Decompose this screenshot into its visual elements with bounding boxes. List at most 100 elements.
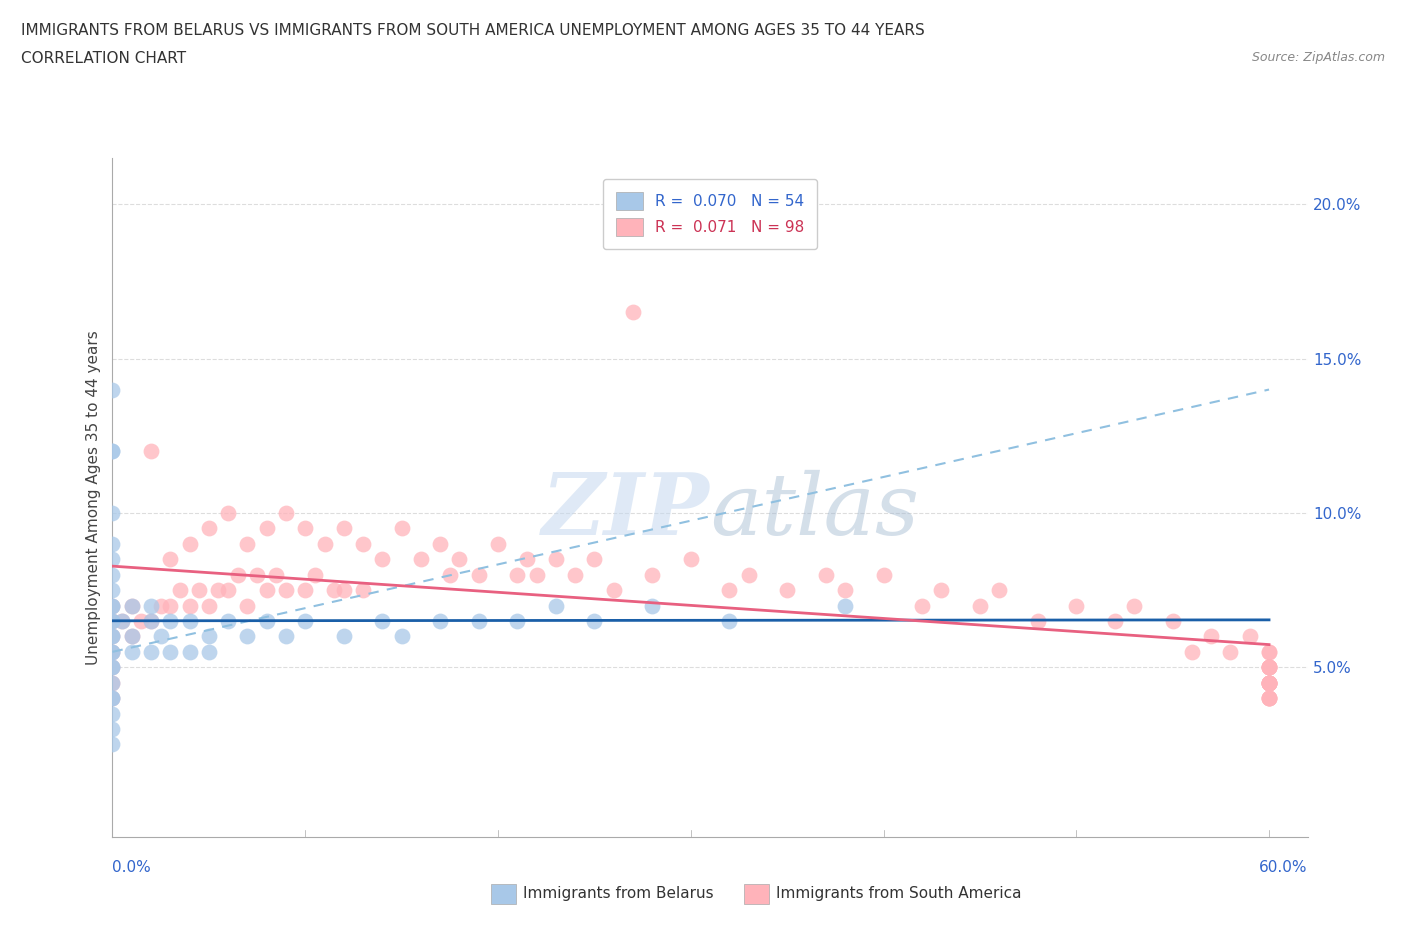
Text: Source: ZipAtlas.com: Source: ZipAtlas.com <box>1251 51 1385 64</box>
Point <box>333 521 356 536</box>
Point <box>467 567 489 582</box>
Point <box>159 614 181 629</box>
Text: atlas: atlas <box>710 470 920 552</box>
Point <box>256 614 278 629</box>
Point <box>544 551 567 566</box>
Point <box>1258 660 1281 675</box>
Point <box>101 691 124 706</box>
Point <box>988 583 1011 598</box>
Point <box>217 506 239 521</box>
Point <box>101 660 124 675</box>
Point <box>179 644 201 659</box>
Point <box>101 567 124 582</box>
Point <box>101 660 124 675</box>
Point <box>1239 629 1261 644</box>
Point <box>101 644 124 659</box>
Point <box>169 583 191 598</box>
Point <box>776 583 799 598</box>
Point <box>1199 629 1222 644</box>
Point <box>1258 660 1281 675</box>
Point <box>274 583 297 598</box>
Point <box>294 583 316 598</box>
Point <box>256 521 278 536</box>
Point <box>131 614 153 629</box>
Point <box>429 537 451 551</box>
Point <box>139 614 162 629</box>
Point <box>101 537 124 551</box>
Point <box>1258 691 1281 706</box>
Point <box>1258 691 1281 706</box>
Point <box>236 598 259 613</box>
Point <box>217 614 239 629</box>
Point <box>1258 660 1281 675</box>
Point <box>834 598 856 613</box>
Point <box>101 675 124 690</box>
Point <box>139 614 162 629</box>
Point <box>583 614 606 629</box>
Point <box>101 722 124 737</box>
Point <box>101 660 124 675</box>
Point <box>834 583 856 598</box>
Point <box>1161 614 1184 629</box>
Point <box>1258 691 1281 706</box>
Point <box>101 614 124 629</box>
Point <box>1258 644 1281 659</box>
Point <box>101 629 124 644</box>
Point <box>544 598 567 613</box>
Point <box>679 551 702 566</box>
Point <box>179 537 201 551</box>
Point <box>101 598 124 613</box>
Point <box>149 629 172 644</box>
Point <box>101 382 124 397</box>
Point <box>111 614 134 629</box>
Point <box>179 598 201 613</box>
Point <box>526 567 548 582</box>
Point <box>1258 691 1281 706</box>
Point <box>1026 614 1049 629</box>
Point <box>621 305 644 320</box>
Point <box>101 644 124 659</box>
Point <box>1258 644 1281 659</box>
Point <box>1258 660 1281 675</box>
Point <box>101 614 124 629</box>
Point <box>139 444 162 458</box>
Text: 60.0%: 60.0% <box>1260 860 1308 875</box>
Text: Immigrants from Belarus: Immigrants from Belarus <box>523 886 714 901</box>
Point <box>274 629 297 644</box>
Point <box>1258 675 1281 690</box>
Point <box>139 644 162 659</box>
Point <box>314 537 336 551</box>
Point <box>159 644 181 659</box>
Point <box>352 583 374 598</box>
Point <box>506 614 529 629</box>
Point <box>371 614 394 629</box>
Point <box>207 583 229 598</box>
Point <box>1258 675 1281 690</box>
Y-axis label: Unemployment Among Ages 35 to 44 years: Unemployment Among Ages 35 to 44 years <box>86 330 101 665</box>
Point <box>101 691 124 706</box>
Text: CORRELATION CHART: CORRELATION CHART <box>21 51 186 66</box>
Point <box>439 567 461 582</box>
Point <box>641 567 664 582</box>
Point <box>1181 644 1204 659</box>
Point <box>121 598 143 613</box>
Point <box>159 551 181 566</box>
Point <box>911 598 934 613</box>
Point <box>111 614 134 629</box>
Point <box>101 598 124 613</box>
Point <box>1258 675 1281 690</box>
Point <box>583 551 606 566</box>
Point <box>236 629 259 644</box>
Point <box>101 598 124 613</box>
Point <box>449 551 471 566</box>
Point <box>266 567 288 582</box>
Point <box>506 567 529 582</box>
Point <box>188 583 211 598</box>
Point <box>274 506 297 521</box>
Point <box>814 567 837 582</box>
Point <box>101 629 124 644</box>
Point <box>226 567 249 582</box>
Point <box>149 598 172 613</box>
Point <box>429 614 451 629</box>
Point <box>179 614 201 629</box>
